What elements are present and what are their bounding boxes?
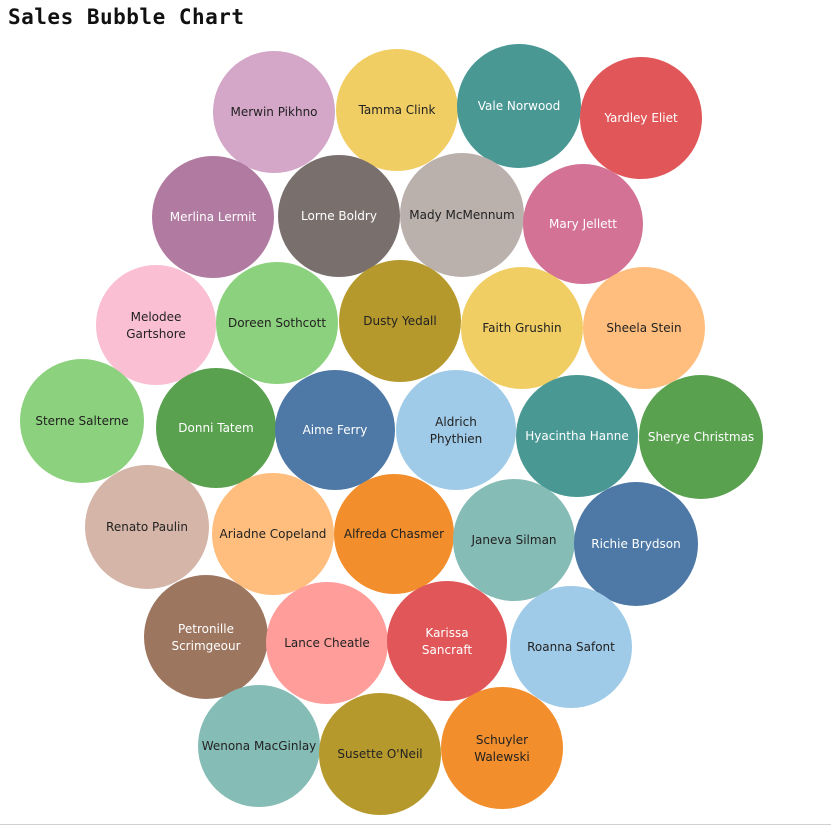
bubble-label: Sheela Stein — [606, 321, 681, 335]
bubble[interactable]: Merlina Lermit — [152, 156, 274, 278]
bubble[interactable]: Susette O'Neil — [319, 693, 441, 815]
bubble[interactable]: Sherye Christmas — [639, 375, 763, 499]
bubble-label: Merwin Pikhno — [230, 105, 317, 119]
bubble[interactable]: Alfreda Chasmer — [334, 474, 454, 594]
bubble-circle[interactable] — [96, 265, 216, 385]
bubble-label: Roanna Safont — [527, 640, 615, 654]
bubble-label: Mary Jellett — [549, 217, 617, 231]
bubble-circle[interactable] — [516, 375, 638, 497]
bubble-circle[interactable] — [319, 693, 441, 815]
bubble-circle[interactable] — [639, 375, 763, 499]
bubble-label: Ariadne Copeland — [220, 527, 327, 541]
bubble-label: Richie Brydson — [591, 537, 681, 551]
bubble-circle[interactable] — [510, 586, 632, 708]
bubble-circle[interactable] — [198, 685, 320, 807]
bubble-label: Sterne Salterne — [35, 414, 128, 428]
bubble[interactable]: Faith Grushin — [461, 267, 583, 389]
bubble-label: Aldrich Phythien — [430, 415, 483, 446]
bubble-label: Renato Paulin — [106, 520, 188, 534]
bubble-circle[interactable] — [583, 267, 705, 389]
bubble[interactable]: Donni Tatem — [156, 368, 276, 488]
chart-title: Sales Bubble Chart — [8, 5, 245, 29]
bubble[interactable]: Mady McMennum — [400, 153, 524, 277]
bubble[interactable]: Aldrich Phythien — [396, 370, 516, 490]
bubble[interactable]: Tamma Clink — [336, 49, 458, 171]
bubble-label: Tamma Clink — [358, 103, 436, 117]
bubble[interactable]: Aime Ferry — [275, 370, 395, 490]
bubble-circle[interactable] — [216, 262, 338, 384]
bottom-divider — [0, 824, 831, 825]
bubble-label: Janeva Silman — [470, 533, 556, 547]
bubble-label: Melodee Gartshore — [126, 310, 186, 341]
bubble-label: Sherye Christmas — [648, 430, 754, 444]
bubble-circle[interactable] — [266, 582, 388, 704]
bubble-label: Lance Cheatle — [284, 636, 370, 650]
bubble[interactable]: Roanna Safont — [510, 586, 632, 708]
bubble-circle[interactable] — [20, 359, 144, 483]
bubble-label: Petronille Scrimgeour — [171, 622, 240, 653]
bubble-label: Alfreda Chasmer — [344, 527, 444, 541]
bubble-circle[interactable] — [453, 479, 575, 601]
bubble[interactable]: Ariadne Copeland — [212, 473, 334, 595]
bubble-circle[interactable] — [278, 155, 400, 277]
bubble-circle[interactable] — [213, 51, 335, 173]
bubble-circle[interactable] — [574, 482, 698, 606]
bubble[interactable]: Renato Paulin — [85, 465, 209, 589]
bubble-label: Yardley Eliet — [603, 111, 678, 125]
bubble-label: Vale Norwood — [478, 99, 561, 113]
bubble[interactable]: Yardley Eliet — [580, 57, 702, 179]
bubble-circle[interactable] — [212, 473, 334, 595]
bubble-circle[interactable] — [523, 164, 643, 284]
bubble[interactable]: Doreen Sothcott — [216, 262, 338, 384]
bubble-circle[interactable] — [387, 581, 507, 701]
bubble-label: Dusty Yedall — [363, 314, 436, 328]
bubble[interactable]: Vale Norwood — [457, 44, 581, 168]
bubble[interactable]: Lance Cheatle — [266, 582, 388, 704]
bubble-circle[interactable] — [396, 370, 516, 490]
bubble-label: Susette O'Neil — [337, 747, 422, 761]
bubble-circle[interactable] — [334, 474, 454, 594]
bubble-circle[interactable] — [400, 153, 524, 277]
bubble-label: Wenona MacGinlay — [202, 739, 317, 753]
bubble-label: Doreen Sothcott — [228, 316, 326, 330]
bubble-label: Donni Tatem — [178, 421, 253, 435]
bubble-circle[interactable] — [457, 44, 581, 168]
bubble[interactable]: Janeva Silman — [453, 479, 575, 601]
bubble-circle[interactable] — [461, 267, 583, 389]
bubble-circle[interactable] — [85, 465, 209, 589]
bubble[interactable]: Petronille Scrimgeour — [144, 575, 268, 699]
bubble[interactable]: Sterne Salterne — [20, 359, 144, 483]
bubble[interactable]: Schuyler Walewski — [441, 687, 563, 809]
bubble-label: Faith Grushin — [482, 321, 561, 335]
bubble[interactable]: Dusty Yedall — [339, 260, 461, 382]
bubble[interactable]: Mary Jellett — [523, 164, 643, 284]
bubble[interactable]: Wenona MacGinlay — [198, 685, 320, 807]
bubble[interactable]: Melodee Gartshore — [96, 265, 216, 385]
bubble[interactable]: Karissa Sancraft — [387, 581, 507, 701]
bubble-circle[interactable] — [144, 575, 268, 699]
bubble[interactable]: Lorne Boldry — [278, 155, 400, 277]
bubble-circle[interactable] — [275, 370, 395, 490]
bubble[interactable]: Merwin Pikhno — [213, 51, 335, 173]
bubble-label: Merlina Lermit — [170, 210, 257, 224]
bubble-circle[interactable] — [339, 260, 461, 382]
bubble-label: Aime Ferry — [303, 423, 368, 437]
bubble-circle[interactable] — [441, 687, 563, 809]
bubble-label: Hyacintha Hanne — [525, 429, 628, 443]
bubble-label: Schuyler Walewski — [474, 733, 530, 764]
bubble-circle[interactable] — [580, 57, 702, 179]
bubble[interactable]: Richie Brydson — [574, 482, 698, 606]
bubble-circle[interactable] — [156, 368, 276, 488]
bubble-label: Mady McMennum — [409, 208, 514, 222]
bubble[interactable]: Hyacintha Hanne — [516, 375, 638, 497]
bubble[interactable]: Sheela Stein — [583, 267, 705, 389]
bubble-circle[interactable] — [336, 49, 458, 171]
bubble-circle[interactable] — [152, 156, 274, 278]
bubble-label: Lorne Boldry — [301, 209, 377, 223]
bubble-label: Karissa Sancraft — [422, 626, 472, 657]
